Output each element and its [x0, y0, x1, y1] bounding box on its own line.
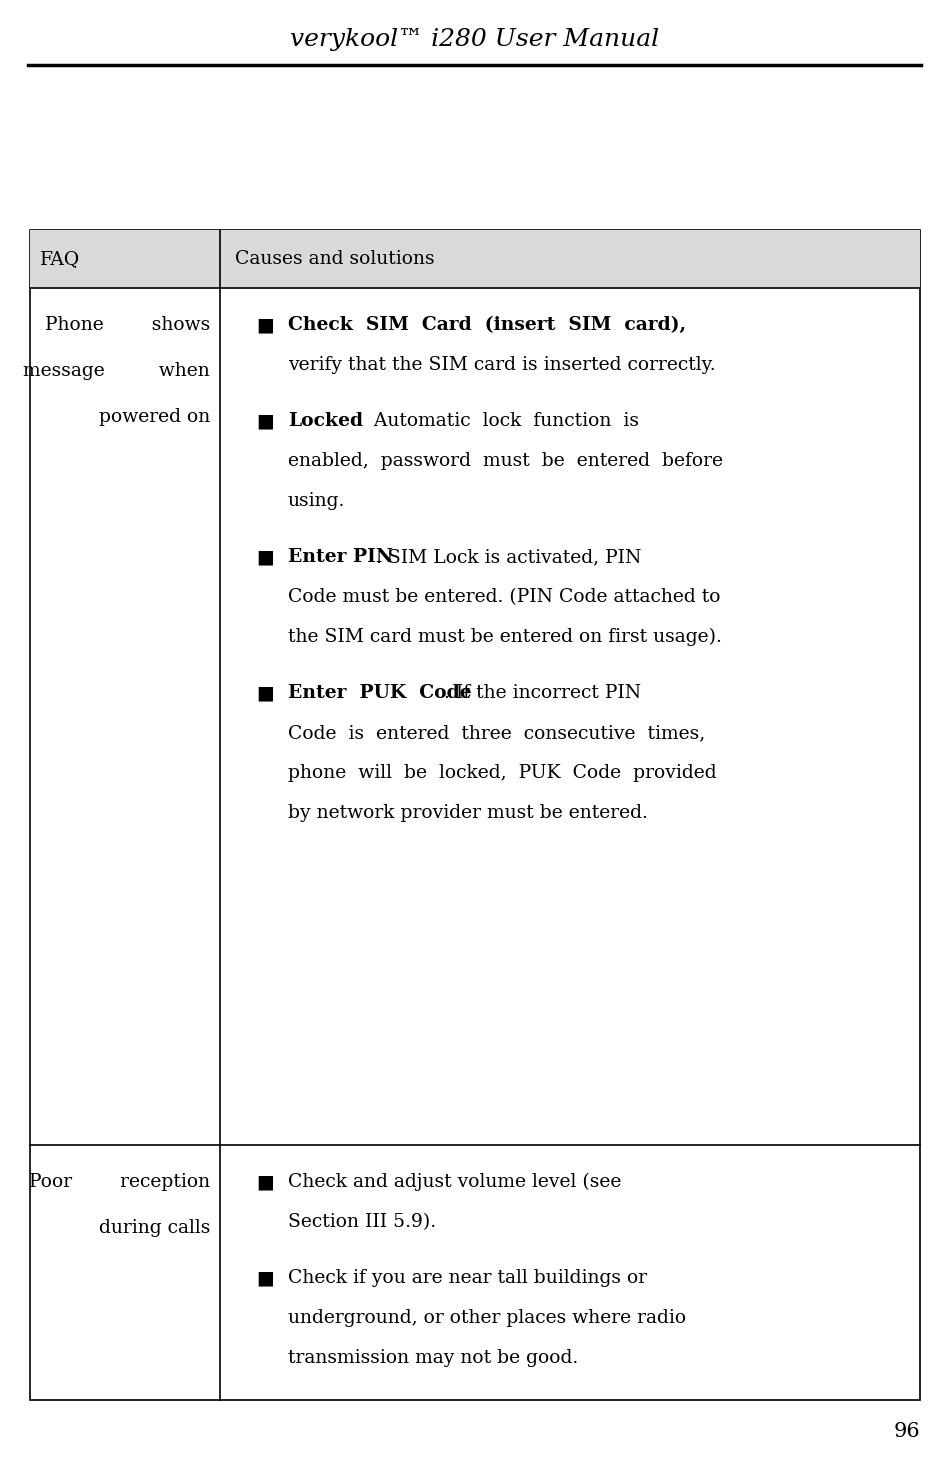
Text: verykool™ i280 User Manual: verykool™ i280 User Manual: [290, 28, 659, 51]
Text: Causes and solutions: Causes and solutions: [235, 250, 435, 267]
Text: Enter  PUK  Code: Enter PUK Code: [288, 685, 472, 702]
Text: .  Automatic  lock  function  is: . Automatic lock function is: [356, 411, 639, 430]
Text: ■: ■: [256, 548, 274, 566]
Text: . If the incorrect PIN: . If the incorrect PIN: [444, 685, 642, 702]
Text: ■: ■: [256, 1269, 274, 1287]
Text: ■: ■: [256, 685, 274, 702]
Text: FAQ: FAQ: [40, 250, 80, 267]
Text: Code must be entered. (PIN Code attached to: Code must be entered. (PIN Code attached…: [288, 588, 720, 607]
Text: phone  will  be  locked,  PUK  Code  provided: phone will be locked, PUK Code provided: [288, 764, 716, 782]
Text: powered on: powered on: [99, 408, 210, 426]
Text: transmission may not be good.: transmission may not be good.: [288, 1349, 578, 1368]
Text: underground, or other places where radio: underground, or other places where radio: [288, 1309, 686, 1327]
Text: by network provider must be entered.: by network provider must be entered.: [288, 804, 648, 823]
Text: 96: 96: [893, 1422, 920, 1441]
Text: ■: ■: [256, 411, 274, 430]
Text: enabled,  password  must  be  entered  before: enabled, password must be entered before: [288, 452, 723, 470]
Text: Check if you are near tall buildings or: Check if you are near tall buildings or: [288, 1269, 647, 1287]
Text: during calls: during calls: [99, 1219, 210, 1237]
Text: the SIM card must be entered on first usage).: the SIM card must be entered on first us…: [288, 629, 722, 646]
Text: message         when: message when: [23, 361, 210, 380]
Text: Section III 5.9).: Section III 5.9).: [288, 1213, 437, 1231]
Bar: [30, 231, 920, 288]
Text: Enter PIN: Enter PIN: [288, 548, 393, 566]
Text: Check  SIM  Card  (insert  SIM  card),: Check SIM Card (insert SIM card),: [288, 316, 686, 333]
Text: Check and adjust volume level (see: Check and adjust volume level (see: [288, 1174, 622, 1191]
Text: . SIM Lock is activated, PIN: . SIM Lock is activated, PIN: [376, 548, 642, 566]
Text: using.: using.: [288, 492, 345, 510]
Text: Phone        shows: Phone shows: [45, 316, 210, 333]
Text: Code  is  entered  three  consecutive  times,: Code is entered three consecutive times,: [288, 724, 705, 742]
Text: Poor        reception: Poor reception: [28, 1174, 210, 1191]
Bar: [30, 231, 920, 1400]
Text: verify that the SIM card is inserted correctly.: verify that the SIM card is inserted cor…: [288, 355, 716, 375]
Text: ■: ■: [256, 1174, 274, 1191]
Text: Locked: Locked: [288, 411, 363, 430]
Text: ■: ■: [256, 316, 274, 333]
